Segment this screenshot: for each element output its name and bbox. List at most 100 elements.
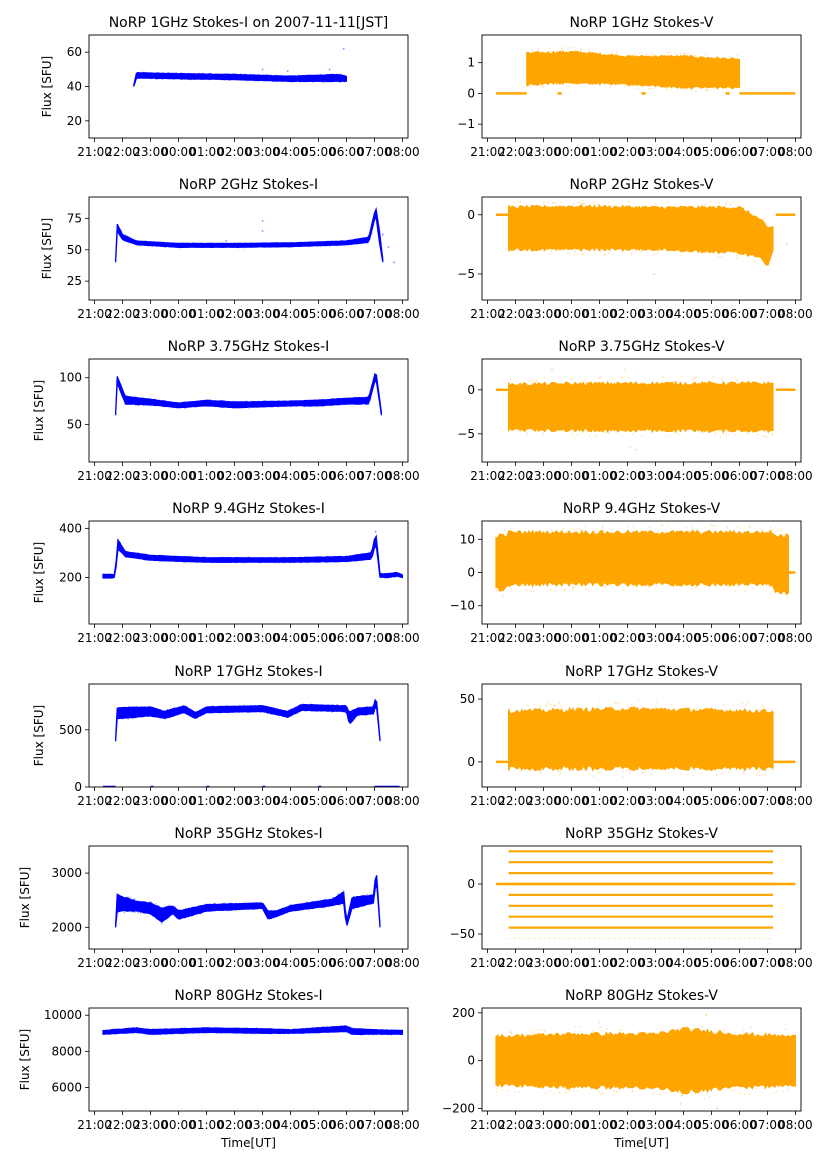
data-point [540,772,542,774]
data-point [161,245,164,248]
x-tick-label: 08:00 [385,631,420,645]
plot-area [114,372,382,416]
data-point [572,203,575,206]
data-point [716,206,718,208]
data-point [129,556,131,559]
data-point [204,556,206,559]
data-point [299,81,301,83]
data-point [617,1090,620,1093]
data-point [179,246,182,249]
data-point [541,84,544,86]
data-point [572,586,575,589]
x-tick-label: 08:00 [778,307,813,321]
data-point [558,770,560,773]
data-point [337,80,340,83]
data-point [328,244,331,247]
data-point [398,1029,400,1032]
data-point [220,1032,222,1034]
x-tick-label: 23:00 [133,794,168,808]
x-tick-label: 07:00 [750,145,785,159]
data-point [296,712,299,714]
x-tick-label: 02:00 [610,469,645,483]
x-tick-label: 02:00 [610,145,645,159]
data-point [500,1088,503,1091]
data-point [228,712,230,714]
data-point [754,260,756,263]
data-point [554,590,557,592]
data-point [221,78,223,81]
x-tick-label: 08:00 [385,307,420,321]
data-point [539,1028,541,1030]
data-point [244,73,247,76]
data-point [630,253,633,256]
data-point [354,1033,357,1036]
data-point [250,400,253,403]
subplot-title: NoRP 2GHz Stokes-I [179,177,318,193]
x-tick-label: 06:00 [722,794,757,808]
data-point [115,238,118,241]
data-point [292,903,295,906]
data-point [566,709,569,711]
data-point [752,382,754,385]
data-point [212,705,214,707]
data-point [160,77,163,80]
data-point [285,405,288,407]
x-tick-label: 04:00 [273,469,308,483]
data-point [614,702,617,704]
data-point [365,242,368,244]
x-tick-label: 05:00 [301,1118,336,1132]
subplot-stokes-i-2: 50 100 21:0022:0023:0000:0001:0002:0003:00… [32,339,420,483]
data-point [225,73,228,75]
data-point [139,1032,142,1034]
data-point [302,405,305,408]
data-point [744,590,746,592]
data-point [344,711,346,713]
y-tick-label: 6000 [51,1081,82,1095]
x-tick-label: 22:00 [498,794,533,808]
data-point [287,405,290,407]
subplot-stokes-v-1: −5 0 21:0022:0023:0000:0001:0002:0003:0004… [457,177,812,321]
data-point [173,707,176,709]
data-point [196,242,199,244]
data-point [311,1027,314,1029]
x-tick-label: 22:00 [498,956,533,970]
data-point [178,909,181,911]
data-point [716,87,718,89]
data-point [160,922,163,925]
data-point [373,218,376,221]
data-point [535,1031,538,1033]
data-point [252,556,254,559]
data-point [224,246,227,249]
data-point [304,556,307,558]
data-point [622,770,625,773]
data-point [784,1028,787,1031]
x-tick-label: 04:00 [666,307,701,321]
data-point [256,1027,259,1029]
data-point [309,405,312,408]
x-tick-label: 02:00 [217,469,252,483]
data-point [543,201,545,204]
data-point [151,1033,154,1036]
data-point [767,226,769,228]
data-point [273,707,276,709]
data-point [683,52,686,54]
data-point [328,73,331,76]
data-point [574,430,577,433]
data-point [651,87,654,89]
data-point [766,382,769,385]
x-tick-label: 00:00 [161,1118,196,1132]
data-point [134,911,136,913]
x-tick-label: 02:00 [610,307,645,321]
data-point [186,1032,189,1035]
data-point [200,561,202,563]
data-point [125,896,128,898]
data-point [528,51,531,54]
data-point [331,240,333,242]
data-point [337,893,340,895]
data-point [149,900,152,903]
data-point [756,433,759,436]
data-point [250,1032,252,1035]
data-point [205,712,207,715]
data-point [239,705,241,707]
